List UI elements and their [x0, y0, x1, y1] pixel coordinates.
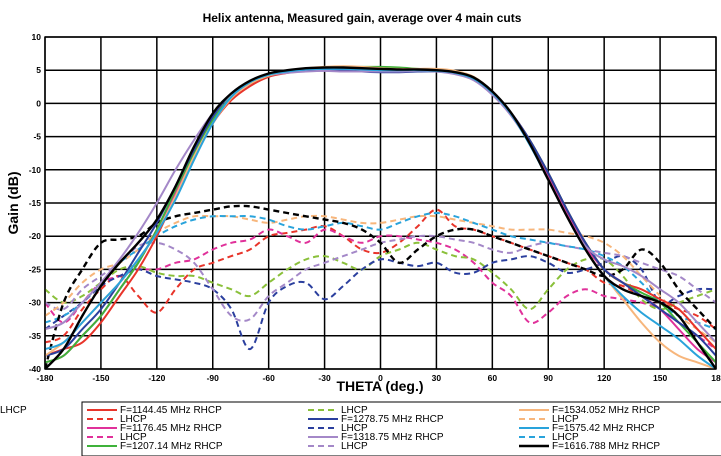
- series-line-8: [45, 254, 716, 351]
- x-tick-label: -90: [207, 373, 220, 383]
- legend-label: LHCP: [120, 432, 147, 443]
- x-tick-label: -60: [263, 373, 276, 383]
- y-tick-label: -15: [29, 198, 42, 208]
- y-tick-label: -35: [29, 331, 42, 341]
- legend-label: F=1207.14 MHz RHCP: [120, 441, 223, 452]
- legend-label: F=1534.052 MHz RHCP: [552, 405, 660, 416]
- y-tick-label: -25: [29, 264, 42, 274]
- legend-label: LHCP: [341, 441, 368, 452]
- y-tick-label: 0: [36, 98, 41, 108]
- x-tick-label: -30: [318, 373, 331, 383]
- series-line-4: [45, 228, 716, 350]
- series-line-9: [45, 69, 716, 344]
- y-tick-label: -40: [29, 364, 42, 374]
- legend-label: F=1144.45 MHz RHCP: [120, 405, 222, 416]
- x-tick-label: 90: [544, 373, 554, 383]
- y-tick-labels: 10 5 0 -5 -10 -15 -20 -25 -30 -35 -40: [29, 32, 42, 374]
- legend-label: LHCP: [341, 423, 368, 434]
- y-axis-label: Gain (dB): [5, 172, 21, 235]
- x-tick-label: 150: [653, 373, 667, 383]
- legend-label: F=1278.75 MHz RHCP: [341, 414, 444, 425]
- legend-label: LHCP: [552, 414, 579, 425]
- y-tick-label: -5: [33, 132, 41, 142]
- legend-label: LHCP: [120, 414, 147, 425]
- x-tick-label: 18: [711, 373, 721, 383]
- legend-label: LHCP: [552, 432, 579, 443]
- y-tick-label: -10: [29, 165, 42, 175]
- legend-label: LHCP: [0, 405, 27, 416]
- y-tick-label: -20: [29, 231, 42, 241]
- y-tick-label: 5: [36, 65, 41, 75]
- legend-label: F=1616.788 MHz RHCP: [552, 441, 660, 452]
- x-tick-label: 0: [378, 373, 383, 383]
- x-axis-label: THETA (deg.): [336, 378, 423, 394]
- x-tick-label: -150: [92, 373, 109, 383]
- x-tick-labels: -180 -150 -120 -90 -60 -30 0 30 60 90 120 150 18: [36, 373, 721, 383]
- series-line-15: [45, 66, 716, 369]
- x-tick-label: 60: [488, 373, 498, 383]
- x-tick-label: -120: [148, 373, 165, 383]
- y-tick-label: 10: [32, 32, 42, 42]
- chart-title: Helix antenna, Measured gain, average ov…: [203, 11, 522, 25]
- x-tick-label: 120: [597, 373, 611, 383]
- legend-label: F=1318.75 MHz RHCP: [341, 432, 444, 443]
- x-tick-label: 30: [432, 373, 442, 383]
- legend-label: LHCP: [341, 405, 368, 416]
- plot-frame: [44, 36, 717, 370]
- legend-label: F=1176.45 MHz RHCP: [120, 423, 222, 434]
- legend-label: F=1575.42 MHz RHCP: [552, 423, 655, 434]
- series-layer: [45, 65, 716, 369]
- series-line-2: [45, 208, 716, 344]
- y-tick-label: -30: [29, 298, 42, 308]
- x-tick-label: -180: [36, 373, 53, 383]
